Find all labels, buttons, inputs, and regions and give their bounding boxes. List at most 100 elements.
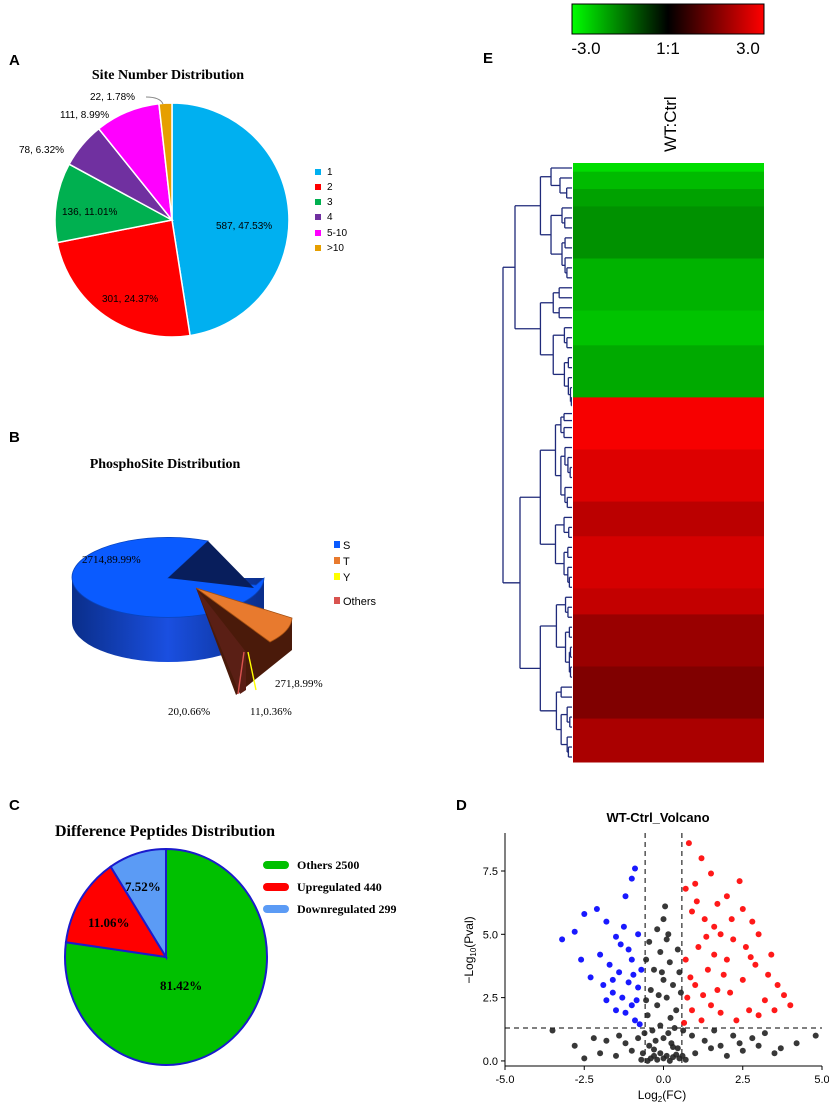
volcano-point-not-significant-4	[657, 1050, 664, 1057]
volcano-point-not-significant-52	[622, 1040, 629, 1047]
legend-label-5-10: 5-10	[327, 228, 347, 239]
volcano-point-upregulated-17	[752, 961, 759, 968]
color-scale-mid-label: 1:1	[656, 39, 680, 58]
volcano-point-upregulated-24	[682, 956, 689, 963]
heatmap-cell-13	[573, 666, 764, 720]
leader-line-gt10	[145, 96, 164, 105]
heatmap-cell-1	[573, 171, 764, 190]
pie-b-slice-t	[195, 587, 293, 643]
volcano-point-not-significant-38	[628, 1047, 635, 1054]
volcano-point-not-significant-65	[651, 1046, 657, 1053]
volcano-point-upregulated-15	[695, 944, 702, 950]
volcano-point-upregulated-10	[768, 951, 775, 958]
heatmap-cell-11	[573, 588, 764, 615]
x-axis-label: Log2(FC)	[638, 1088, 686, 1104]
volcano-point-not-significant-32	[660, 916, 667, 923]
volcano-point-not-significant-15	[674, 1045, 681, 1052]
volcano-point-not-significant-39	[613, 1052, 619, 1059]
legend-label-upregulated: Upregulated 440	[297, 880, 382, 894]
volcano-point-not-significant-61	[749, 1035, 756, 1042]
volcano-point-not-significant-13	[660, 1035, 667, 1042]
volcano-point-not-significant-76	[571, 1042, 578, 1049]
pie-b-slice-y	[247, 651, 257, 691]
volcano-point-not-significant-64	[667, 1014, 674, 1021]
volcano-point-downregulated-23	[638, 966, 645, 973]
panel-label-c: C	[9, 797, 20, 814]
volcano-point-not-significant-42	[549, 1027, 556, 1034]
volcano-point-upregulated-35	[717, 1009, 724, 1016]
y-axis-label-pre: −Log	[462, 957, 476, 984]
volcano-point-not-significant-45	[723, 1052, 730, 1059]
volcano-point-not-significant-79	[682, 1056, 689, 1063]
volcano-point-downregulated-30	[633, 997, 640, 1004]
volcano-point-upregulated-43	[703, 933, 710, 940]
volcano-point-upregulated-26	[727, 989, 734, 996]
volcano-point-downregulated-10	[606, 961, 613, 968]
volcano-point-not-significant-63	[655, 992, 662, 999]
slice-label-s: 2714,89.99%	[82, 554, 141, 566]
volcano-point-downregulated-26	[578, 956, 585, 963]
chart-title-d: WT-Ctrl_Volcano	[606, 810, 709, 825]
volcano-point-upregulated-4	[736, 878, 743, 885]
pie-b-wedge-shadow	[168, 541, 254, 588]
volcano-point-not-significant-77	[736, 1040, 743, 1047]
volcano-point-upregulated-6	[714, 900, 721, 907]
slice-label-y: 11,0.36%	[250, 706, 292, 718]
legend-label-3: 3	[327, 197, 333, 208]
panel-a: A Site Number Distribution 1 2 3 4 5-10 …	[9, 52, 347, 338]
volcano-point-not-significant-28	[666, 959, 673, 966]
chart-title-a: Site Number Distribution	[92, 68, 244, 83]
heatmap-cell-4	[573, 258, 764, 312]
volcano-point-not-significant-46	[739, 1047, 746, 1054]
pie-c-slice-3	[109, 847, 167, 961]
pie-b-slice-others	[237, 651, 245, 695]
volcano-point-downregulated-2	[581, 911, 588, 917]
legend-label-diff-others: Others 2500	[297, 858, 359, 872]
volcano-point-upregulated-39	[739, 906, 746, 912]
slice-label-downregulated: 7.52%	[125, 879, 161, 894]
x-tick-label-3: 2.5	[735, 1074, 750, 1086]
color-scale-max-label: 3.0	[736, 39, 760, 58]
volcano-point-not-significant-72	[680, 1027, 687, 1034]
volcano-point-not-significant-62	[761, 1030, 768, 1037]
volcano-point-downregulated-14	[587, 974, 594, 981]
volcano-point-not-significant-25	[660, 976, 667, 983]
panel-d: D WT-Ctrl_Volcano -5.0 -2.5 0.0 2.5 5.0 0.0 2.…	[456, 797, 829, 1104]
volcano-point-not-significant-68	[674, 946, 681, 953]
x-tick-label-1: -2.5	[575, 1074, 594, 1086]
volcano-point-upregulated-41	[693, 898, 700, 905]
volcano-point-not-significant-71	[641, 1030, 648, 1037]
volcano-point-downregulated-27	[636, 1021, 643, 1028]
volcano-point-downregulated-7	[628, 875, 635, 882]
heatmap-cell-7	[573, 397, 764, 450]
legend-label-gt10: >10	[327, 243, 344, 254]
volcano-point-upregulated-44	[728, 916, 735, 923]
volcano-points	[549, 840, 819, 1064]
volcano-point-not-significant-43	[692, 1050, 699, 1057]
legend-label-y: Y	[343, 572, 351, 584]
volcano-point-downregulated-29	[617, 941, 624, 948]
volcano-point-not-significant-18	[665, 1030, 672, 1037]
volcano-point-downregulated-17	[619, 994, 626, 1001]
volcano-point-upregulated-34	[733, 1017, 740, 1024]
volcano-point-not-significant-57	[603, 1037, 610, 1044]
volcano-point-not-significant-29	[657, 949, 664, 955]
legend-swatch-others	[334, 597, 340, 604]
heatmap-cells	[573, 163, 764, 763]
heatmap-cell-2	[573, 189, 764, 207]
legend-label-others: Others	[343, 596, 377, 608]
volcano-point-upregulated-40	[765, 971, 772, 978]
y-tick-label-1: 2.5	[483, 993, 498, 1005]
volcano-point-upregulated-19	[781, 992, 787, 999]
volcano-point-upregulated-12	[689, 908, 695, 915]
heatmap-column-label: WT:Ctrl	[661, 96, 680, 152]
panel-b: B PhosphoSite Distribution 2714,89.99% 2…	[9, 429, 377, 718]
volcano-point-downregulated-18	[628, 1002, 635, 1009]
volcano-point-upregulated-28	[684, 994, 691, 1001]
volcano-point-not-significant-74	[711, 1027, 718, 1034]
legend-swatch-downregulated	[263, 905, 289, 913]
legend-label-4: 4	[327, 212, 333, 223]
pie-b-slice-y-others-side	[196, 588, 246, 694]
legend-swatch-2	[315, 184, 321, 190]
legend-swatch-gt10	[315, 245, 321, 251]
